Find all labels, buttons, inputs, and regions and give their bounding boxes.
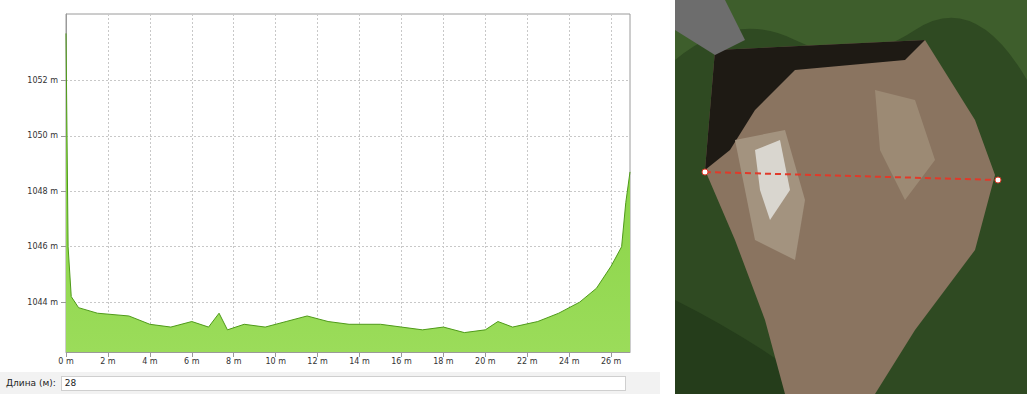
svg-text:12 m: 12 m [307, 357, 328, 366]
svg-text:18 m: 18 m [433, 357, 454, 366]
html-text:Длина (м):: Длина (м): [6, 378, 56, 388]
html-text:28: 28 [64, 377, 77, 388]
svg-text:22 m: 22 m [517, 357, 538, 366]
svg-text:2 m: 2 m [100, 357, 116, 366]
svg-text:6 m: 6 m [184, 357, 200, 366]
svg-text:26 m: 26 m [601, 357, 622, 366]
svg-text:10 m: 10 m [265, 357, 286, 366]
svg-text:0 m: 0 m [58, 357, 74, 366]
svg-text:4 m: 4 m [142, 357, 158, 366]
svg-text:1048 m: 1048 m [27, 187, 58, 196]
svg-text:14 m: 14 m [349, 357, 370, 366]
svg-text:1044 m: 1044 m [27, 298, 58, 307]
svg-text:1050 m: 1050 m [27, 131, 58, 140]
svg-text:24 m: 24 m [559, 357, 580, 366]
svg-text:8 m: 8 m [226, 357, 242, 366]
svg-text:1052 m: 1052 m [27, 76, 58, 85]
svg-text:20 m: 20 m [475, 357, 496, 366]
svg-text:16 m: 16 m [391, 357, 412, 366]
svg-text:1046 m: 1046 m [27, 242, 58, 251]
